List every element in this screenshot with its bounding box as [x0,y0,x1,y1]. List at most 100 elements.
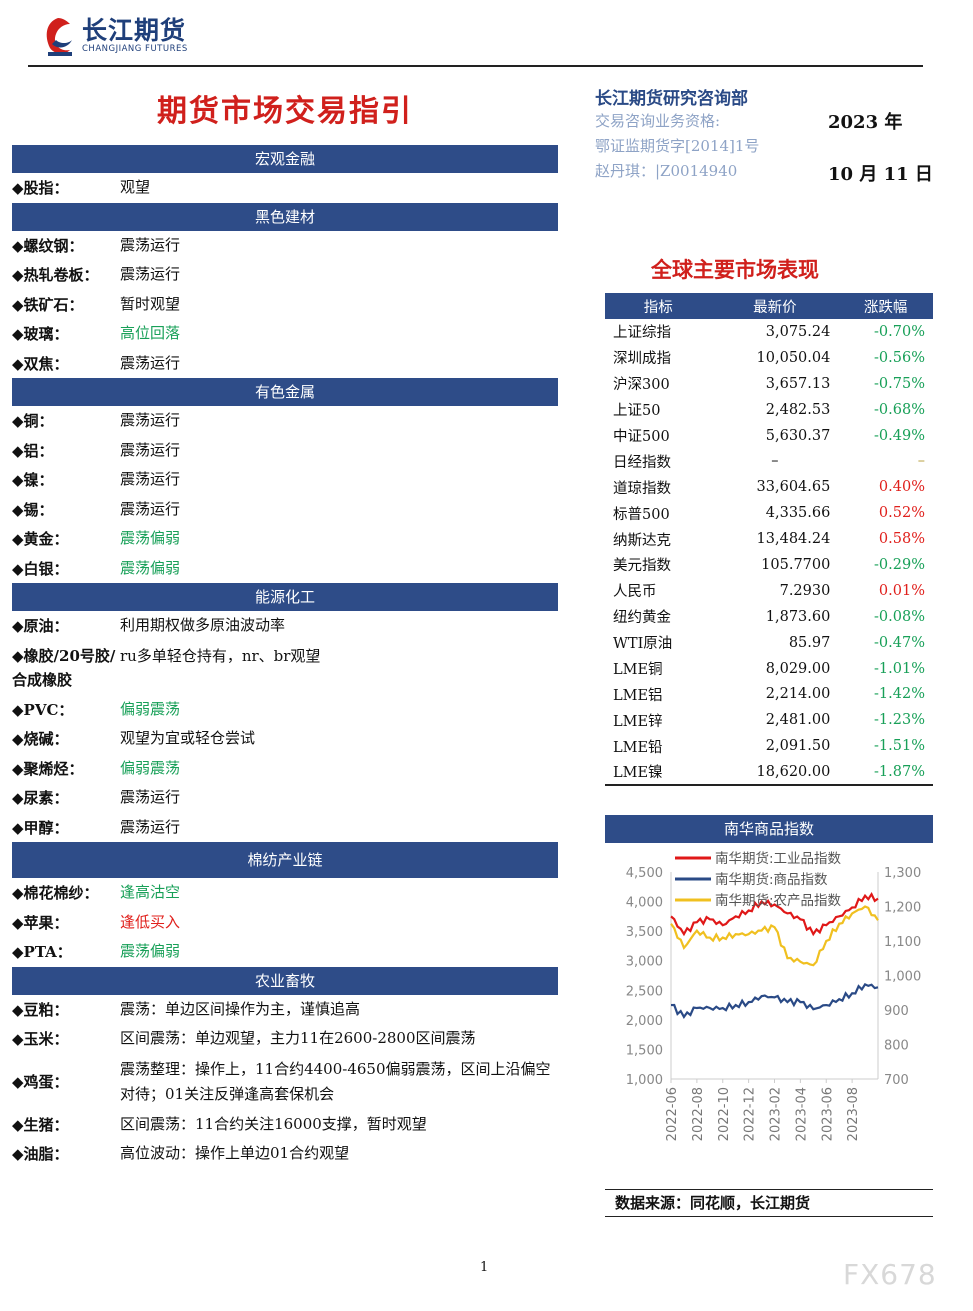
market-row: LME锌 2,481.00 -1.23% [605,707,933,733]
commodity-label: ◆螺纹钢： [12,236,84,255]
commodity-view: 观望 [120,178,151,197]
change-pct: 0.40% [878,479,925,496]
nanhua-index-chart: 1,000 1,500 2,000 2,500 3,000 3,500 4,000 4,500… [626,850,921,1141]
x-tick-label: 2022-06 [665,1087,680,1141]
commodity-row: ◆PVC： 偏弱震荡 [12,695,558,725]
x-tick-label: 2023-08 [846,1087,861,1141]
index-name: 沪深300 [613,377,670,394]
commodity-label: ◆尿素： [12,789,69,808]
commodity-view: 暂时观望 [120,294,181,313]
change-pct: -0.70% [874,323,925,340]
commodity-label: ◆棉花棉纱： [12,884,99,903]
commodity-view: 震荡运行 [120,788,181,807]
commodity-row: ◆聚烯烃： 偏弱震荡 [12,754,558,784]
x-tick-label: 2022-08 [691,1087,706,1141]
section-header: 黑色建材 [12,202,558,231]
commodity-label: ◆油脂： [12,1145,69,1164]
index-name: WTI原油 [613,636,673,653]
commodity-row: ◆螺纹钢： 震荡运行 [12,231,558,261]
y-left-tick: 4,000 [626,896,663,911]
y-left-tick: 3,500 [626,925,663,940]
change-pct: -0.49% [874,427,925,444]
legend-label: 南华期货:商品指数 [715,871,828,888]
commodity-row: ◆铝： 震荡运行 [12,436,558,466]
department-name: 长江期货研究咨询部 [595,89,748,109]
commodity-view: 震荡运行 [120,265,181,284]
change-pct: 0.52% [878,505,925,522]
y-right-tick: 800 [884,1039,909,1054]
commodity-label: ◆鸡蛋： [12,1073,69,1091]
commodity-label: ◆PVC： [12,700,74,719]
commodity-row: ◆白银： 震荡偏弱 [12,554,558,584]
commodity-row: ◆原油： 利用期权做多原油波动率 [12,611,558,641]
commodity-label: ◆玉米： [12,1030,69,1049]
commodity-label: ◆铜： [12,412,54,431]
x-tick-label: 2023-02 [769,1087,784,1141]
y-left-tick: 2,000 [626,1014,663,1029]
latest-price: 2,091.50 [765,738,831,755]
commodity-row: ◆股指： 观望 [12,173,558,203]
commodity-view: 区间震荡：单边观望，主力11在2600-2800区间震荡 [120,1029,476,1048]
commodity-row: ◆豆粕： 震荡：单边区间操作为主，谨慎追高 [12,995,558,1025]
latest-price: 13,484.24 [756,531,831,548]
commodity-row: ◆玻璃： 高位回落 [12,319,558,349]
y-right-tick: 700 [884,1073,909,1088]
index-name: 人民币 [613,584,657,601]
commodity-view: 震荡运行 [120,470,181,489]
market-row: LME铜 8,029.00 -1.01% [605,656,933,682]
index-name: 纽约黄金 [613,610,671,627]
commodity-label: ◆豆粕： [12,1000,69,1019]
report-date: 10 月 11 日 [828,164,933,185]
commodity-row: ◆烧碱： 观望为宜或轻仓尝试 [12,724,558,754]
latest-price: – [771,453,779,470]
header-divider [28,65,923,67]
change-pct: -0.08% [874,608,925,625]
commodity-view: 震荡运行 [120,411,181,430]
commodity-view: 震荡运行 [120,440,181,459]
change-pct: -0.47% [874,634,925,651]
commodity-row: ◆铁矿石： 暂时观望 [12,290,558,320]
change-pct: -0.56% [874,349,925,366]
market-table: 指标 最新价 涨跌幅 上证综指 3,075.24 -0.70% 深圳成指 10,050.… [605,293,933,787]
col-header: 指标 [605,293,712,319]
y-left-tick: 4,500 [626,866,663,881]
commodity-label: ◆玻璃： [12,325,69,344]
index-name: 道琼指数 [613,480,671,497]
qualification-label: 交易咨询业务资格: [595,112,721,130]
commodity-row: ◆镍： 震荡运行 [12,465,558,495]
legend-label: 南华期货:农产品指数 [715,892,842,909]
index-name: 上证50 [613,403,661,420]
market-row: 中证500 5,630.37 -0.49% [605,423,933,449]
x-tick-label: 2023-06 [820,1087,835,1141]
commodity-row: ◆锡： 震荡运行 [12,495,558,525]
commodity-view: 震荡运行 [120,817,181,836]
commodity-view: 震荡偏弱 [120,558,181,577]
market-row: 深圳成指 10,050.04 -0.56% [605,345,933,371]
market-row: LME铝 2,214.00 -1.42% [605,681,933,707]
series-line [670,905,879,967]
commodity-label: ◆苹果： [12,913,69,932]
latest-price: 33,604.65 [756,479,831,496]
latest-price: 85.97 [788,634,831,651]
section-header: 棉纺产业链 [12,842,558,878]
commodity-view: 高位波动：操作上单边01合约观望 [120,1144,350,1163]
analyst: 赵丹琪：|Z0014940 [595,162,738,180]
index-name: 上证综指 [613,325,671,342]
change-pct: -0.68% [874,401,925,418]
y-right-tick: 1,100 [884,935,921,950]
latest-price: 10,050.04 [756,349,831,366]
market-row: 沪深300 3,657.13 -0.75% [605,371,933,397]
change-pct: -1.23% [874,712,925,729]
index-name: 深圳成指 [613,351,671,368]
commodity-view: 高位回落 [120,324,181,343]
market-row: 纽约黄金 1,873.60 -0.08% [605,604,933,630]
page-title: 期货市场交易指引 [157,94,413,129]
y-right-tick: 1,300 [884,866,921,881]
latest-price: 2,481.00 [765,712,831,729]
commodity-label: ◆生猪： [12,1115,69,1134]
commodity-label: ◆烧碱： [12,730,69,749]
latest-price: 2,214.00 [765,686,831,703]
y-left-tick: 2,500 [626,984,663,999]
y-left-tick: 1,500 [626,1043,663,1058]
license-number: 鄂证监期货字[2014]1号 [595,137,760,155]
